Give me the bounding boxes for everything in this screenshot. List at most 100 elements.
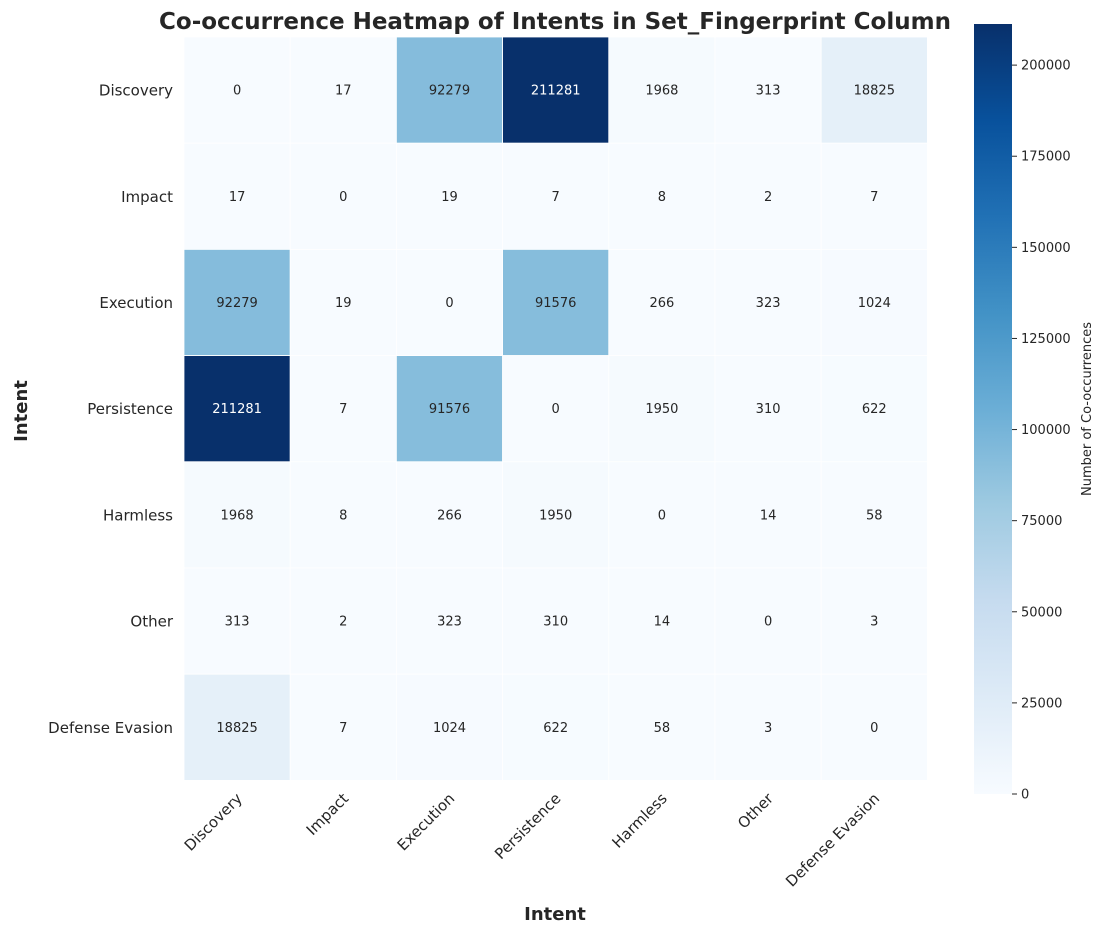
cell-value-label: 310	[543, 615, 568, 630]
heatmap-cell	[395, 673, 503, 781]
heatmap-cell	[608, 248, 716, 356]
cell-value-label: 19	[441, 190, 458, 205]
y-tick-label: Execution	[99, 294, 173, 312]
heatmap-cell	[820, 567, 928, 675]
y-tick-label: Impact	[121, 188, 173, 206]
cell-value-label: 313	[225, 615, 250, 630]
heatmap-cell	[608, 567, 716, 675]
heatmap-cell	[714, 142, 822, 250]
cell-value-label: 3	[764, 721, 772, 736]
colorbar-tick-label: 150000	[1021, 241, 1071, 256]
cell-value-label: 211281	[212, 402, 262, 417]
cell-value-label: 310	[756, 402, 781, 417]
cell-value-label: 17	[335, 84, 352, 99]
heatmap-cell	[289, 567, 397, 675]
cell-value-label: 622	[543, 721, 568, 736]
x-tick-labels: Discovery Impact Execution Persistence Harml…	[181, 789, 883, 891]
heatmap-cell	[820, 142, 928, 250]
colorbar-label: Number of Co-occurrences	[1080, 322, 1095, 496]
heatmap-cell	[820, 248, 928, 356]
cell-value-label: 92279	[216, 296, 257, 311]
cell-value-label: 313	[756, 84, 781, 99]
x-tick-label: Impact	[303, 789, 352, 838]
cell-value-label: 0	[233, 84, 241, 99]
cell-value-label: 91576	[429, 402, 470, 417]
x-axis-label: Intent	[524, 904, 586, 925]
cell-value-label: 92279	[429, 84, 470, 99]
heatmap-cell	[395, 567, 503, 675]
cell-value-label: 58	[654, 721, 671, 736]
cell-value-label: 0	[870, 721, 878, 736]
y-tick-labels: Discovery Impact Execution Persistence Harml…	[48, 82, 174, 737]
colorbar-tick-label: 0	[1021, 788, 1029, 803]
heatmap-cell	[714, 673, 822, 781]
y-tick-label: Persistence	[87, 400, 173, 418]
heatmap-cell	[714, 355, 822, 463]
colorbar-tick-label: 50000	[1021, 605, 1062, 620]
x-tick-label: Persistence	[491, 790, 564, 863]
heatmap-cell	[289, 248, 397, 356]
heatmap-cell	[183, 461, 291, 569]
heatmap-cell	[183, 567, 291, 675]
cell-value-label: 2	[764, 190, 772, 205]
cell-value-label: 323	[437, 615, 462, 630]
colorbar-ticks: 0 25000 50000 75000 100000 125000 150000 175000…	[1012, 59, 1071, 803]
cell-value-label: 1968	[221, 508, 254, 523]
cell-value-label: 0	[658, 508, 666, 523]
heatmap-cells	[183, 36, 928, 781]
cell-value-label: 8	[658, 190, 666, 205]
colorbar-tick-label: 125000	[1021, 332, 1071, 347]
heatmap-cell	[289, 355, 397, 463]
cell-value-label: 3	[870, 615, 878, 630]
colorbar	[974, 24, 1012, 794]
cell-value-label: 14	[760, 508, 777, 523]
y-tick-label: Other	[130, 613, 173, 631]
heatmap-cell	[502, 673, 610, 781]
cell-value-label: 1024	[858, 296, 891, 311]
colorbar-tick-label: 175000	[1021, 150, 1071, 165]
cell-value-label: 19	[335, 296, 352, 311]
heatmap-cell	[183, 673, 291, 781]
heatmap-cell	[608, 142, 716, 250]
heatmap-cell	[183, 142, 291, 250]
cell-value-label: 266	[437, 508, 462, 523]
heatmap-cell-labels: 0 17 92279 211281 1968 313 18825 17 0 19 7 8 2 7 92279…	[212, 84, 895, 736]
heatmap-cell	[714, 248, 822, 356]
x-tick-label: Discovery	[181, 789, 246, 854]
heatmap-cell	[502, 355, 610, 463]
heatmap-cell	[820, 461, 928, 569]
chart-title: Co-occurrence Heatmap of Intents in Set_…	[159, 9, 951, 35]
cell-value-label: 1950	[645, 402, 678, 417]
colorbar-tick-label: 75000	[1021, 514, 1062, 529]
heatmap-cell	[183, 355, 291, 463]
cell-value-label: 1968	[645, 84, 678, 99]
heatmap-cell	[395, 461, 503, 569]
cell-value-label: 7	[870, 190, 878, 205]
x-tick-label: Execution	[394, 790, 459, 855]
cell-value-label: 0	[339, 190, 347, 205]
cell-value-label: 17	[229, 190, 246, 205]
heatmap-cell	[395, 36, 503, 144]
x-tick-label: Harmless	[608, 789, 670, 851]
cell-value-label: 91576	[535, 296, 576, 311]
cell-value-label: 0	[445, 296, 453, 311]
y-axis-label: Intent	[11, 380, 32, 442]
cell-value-label: 266	[649, 296, 674, 311]
heatmap-cell	[820, 355, 928, 463]
y-tick-label: Discovery	[99, 82, 173, 100]
cell-value-label: 8	[339, 508, 347, 523]
colorbar-tick-label: 200000	[1021, 59, 1071, 74]
heatmap-cell	[395, 142, 503, 250]
cell-value-label: 14	[654, 615, 671, 630]
heatmap-cell	[608, 36, 716, 144]
heatmap-cell	[289, 36, 397, 144]
heatmap-cell	[183, 248, 291, 356]
colorbar-tick-label: 25000	[1021, 696, 1062, 711]
cell-value-label: 18825	[216, 721, 257, 736]
heatmap-cell	[608, 673, 716, 781]
cell-value-label: 0	[552, 402, 560, 417]
heatmap-cell	[395, 248, 503, 356]
cell-value-label: 211281	[531, 84, 581, 99]
cell-value-label: 18825	[854, 84, 895, 99]
